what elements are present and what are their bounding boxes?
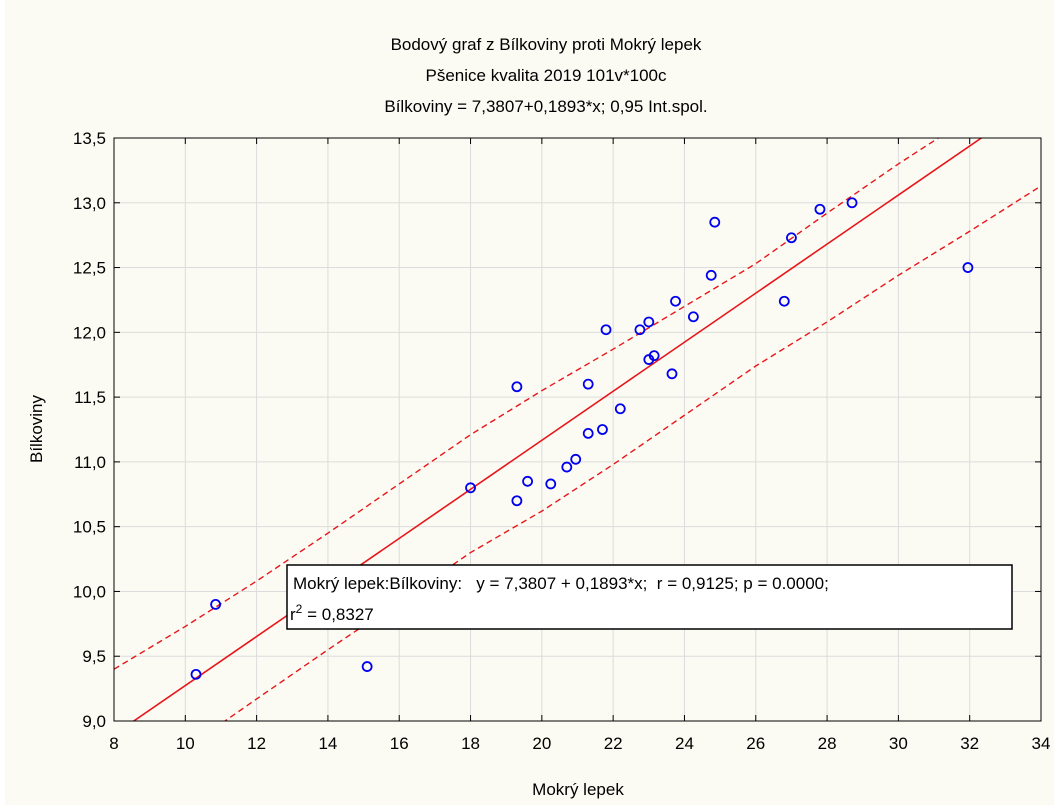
- x-tick-label: 22: [604, 734, 623, 753]
- y-tick-label: 9,0: [82, 712, 106, 731]
- y-tick-label: 11,5: [74, 388, 106, 407]
- annotation-line-1: Mokrý lepek:Bílkoviny: y = 7,3807 + 0,18…: [293, 574, 829, 593]
- data-points: [190, 197, 974, 680]
- annotation-r-exponent: 2: [296, 602, 303, 616]
- x-tick-label: 20: [532, 734, 551, 753]
- y-tick-label: 10,5: [73, 518, 106, 537]
- data-point: [634, 324, 646, 336]
- y-axis-ticks: 9,0 9,5 10,0 10,5 11,0 11,5 12,0 12,5 13,0 13,5: [73, 129, 1041, 731]
- x-tick-label: 14: [318, 734, 337, 753]
- x-axis-ticks: 8 10 12 14 16 18 20 22 24 26 28 30 32 34: [109, 138, 1050, 753]
- chart-subtitle-equation: Bílkoviny = 7,3807+0,1893*x; 0,95 Int.sp…: [384, 97, 707, 116]
- y-tick-label: 13,5: [73, 129, 106, 148]
- data-point: [522, 475, 533, 487]
- data-point: [962, 262, 974, 273]
- y-tick-label: 11,0: [74, 453, 106, 472]
- data-point: [582, 427, 594, 439]
- chart-title: Bodový graf z Bílkoviny proti Mokrý lepe…: [391, 35, 702, 54]
- data-point: [570, 453, 582, 465]
- y-tick-label: 10,0: [73, 582, 106, 601]
- x-tick-label: 8: [109, 734, 118, 753]
- x-tick-label: 16: [390, 734, 409, 753]
- data-point: [709, 216, 721, 228]
- x-tick-label: 12: [247, 734, 266, 753]
- x-tick-label: 28: [818, 734, 837, 753]
- chart-frame: [5, 0, 1054, 805]
- confidence-band: [114, 138, 1041, 721]
- data-point: [600, 324, 612, 336]
- annotation-box-border: [286, 564, 1013, 630]
- x-tick-label: 32: [960, 734, 979, 753]
- data-point: [670, 295, 681, 307]
- y-tick-label: 9,5: [82, 647, 106, 666]
- y-tick-label: 13,0: [73, 194, 106, 213]
- data-point: [597, 424, 608, 435]
- data-point: [846, 197, 858, 209]
- annotation-r-symbol: r: [290, 605, 296, 624]
- y-tick-label: 12,5: [73, 259, 106, 278]
- regression-line-group: [132, 138, 983, 721]
- data-point: [511, 381, 523, 393]
- data-point: [190, 668, 202, 680]
- annotation-box: Mokrý lepek:Bílkoviny: y = 7,3807 + 0,18…: [286, 564, 1013, 630]
- data-point: [582, 378, 594, 390]
- x-tick-label: 24: [675, 734, 694, 753]
- x-tick-label: 10: [176, 734, 195, 753]
- confidence-upper-line: [114, 138, 940, 670]
- data-point: [210, 599, 222, 610]
- data-point: [545, 478, 557, 490]
- x-tick-label: 34: [1032, 734, 1051, 753]
- data-point: [648, 350, 660, 362]
- confidence-lower-line: [223, 185, 1041, 721]
- annotation-line-2: r2 = 0,8327: [290, 602, 374, 624]
- chart-subtitle: Pšenice kvalita 2019 101v*100c: [426, 66, 667, 85]
- y-tick-label: 12,0: [73, 323, 106, 342]
- x-tick-label: 30: [889, 734, 908, 753]
- x-tick-label: 18: [461, 734, 480, 753]
- annotation-r-value: = 0,8327: [302, 605, 373, 624]
- x-tick-label: 26: [746, 734, 765, 753]
- data-point: [561, 461, 573, 473]
- data-point: [361, 661, 373, 672]
- data-point: [687, 311, 699, 323]
- grid-lines: [114, 138, 1041, 721]
- regression-line: [132, 138, 983, 721]
- x-axis-label: Mokrý lepek: [532, 780, 624, 799]
- data-point: [511, 495, 523, 507]
- data-point: [786, 232, 797, 244]
- data-point: [814, 203, 826, 215]
- plot-area-border: [113, 137, 1042, 722]
- data-point: [643, 316, 655, 328]
- data-point: [705, 269, 717, 281]
- data-point: [666, 368, 678, 380]
- data-point: [465, 482, 476, 494]
- data-point: [614, 403, 626, 415]
- y-axis-label: Bílkoviny: [27, 394, 46, 463]
- data-point: [778, 295, 790, 307]
